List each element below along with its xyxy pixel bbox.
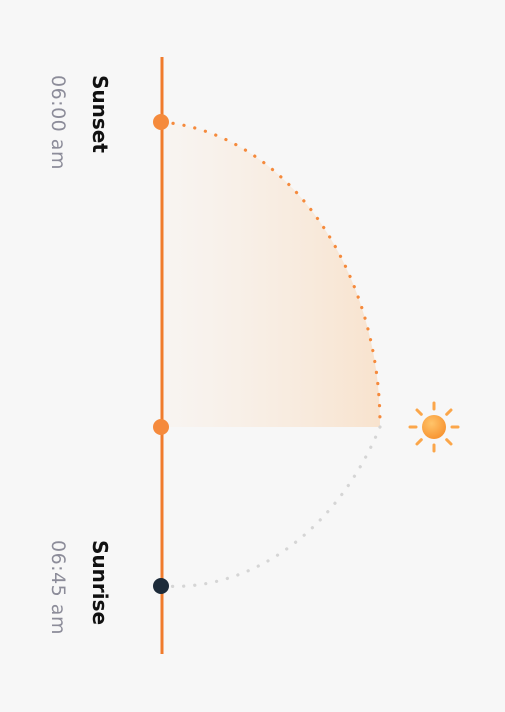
sunset-label-group: Sunset 06:00 am — [46, 75, 112, 170]
elapsed-arc — [160, 120, 382, 429]
remaining-arc — [160, 425, 382, 589]
daylight-area — [162, 122, 381, 427]
current-time-marker — [153, 419, 169, 435]
sunrise-title: Sunrise — [88, 540, 112, 626]
sunrise-label-group: Sunrise 06:45 am — [46, 540, 112, 635]
sunset-title: Sunset — [88, 75, 112, 153]
sunrise-time: 06:45 am — [47, 540, 69, 635]
sun-icon — [408, 401, 460, 453]
sunrise-marker — [153, 578, 169, 594]
sunset-time: 06:00 am — [47, 75, 69, 170]
sunset-marker — [153, 114, 169, 130]
